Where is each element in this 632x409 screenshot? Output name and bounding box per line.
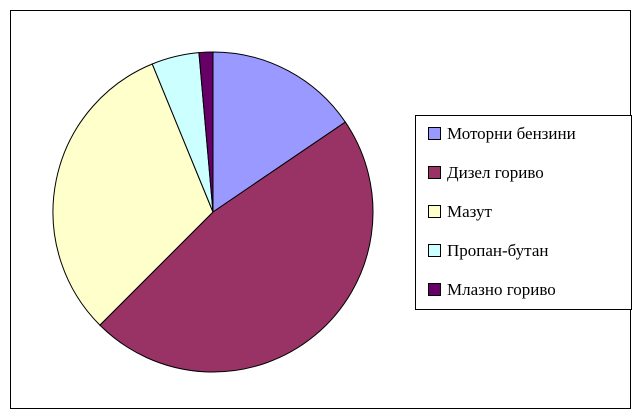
legend-label: Моторни бензини	[447, 124, 576, 143]
pie-slice	[212, 51, 347, 213]
legend-swatch	[428, 205, 441, 218]
pie-slice	[99, 121, 374, 373]
legend-label: Мазут	[447, 202, 493, 221]
legend-swatch	[428, 244, 441, 257]
legend-label: Дизел гориво	[447, 163, 544, 182]
pie-slice	[198, 51, 214, 213]
legend-swatch	[428, 283, 441, 296]
legend-label: Пропан-бутан	[447, 241, 548, 260]
legend-box	[415, 115, 632, 310]
legend-swatch	[428, 166, 441, 179]
pie-slice	[52, 63, 214, 326]
legend-label: Млазно гориво	[447, 280, 556, 299]
legend-swatch	[428, 127, 441, 140]
